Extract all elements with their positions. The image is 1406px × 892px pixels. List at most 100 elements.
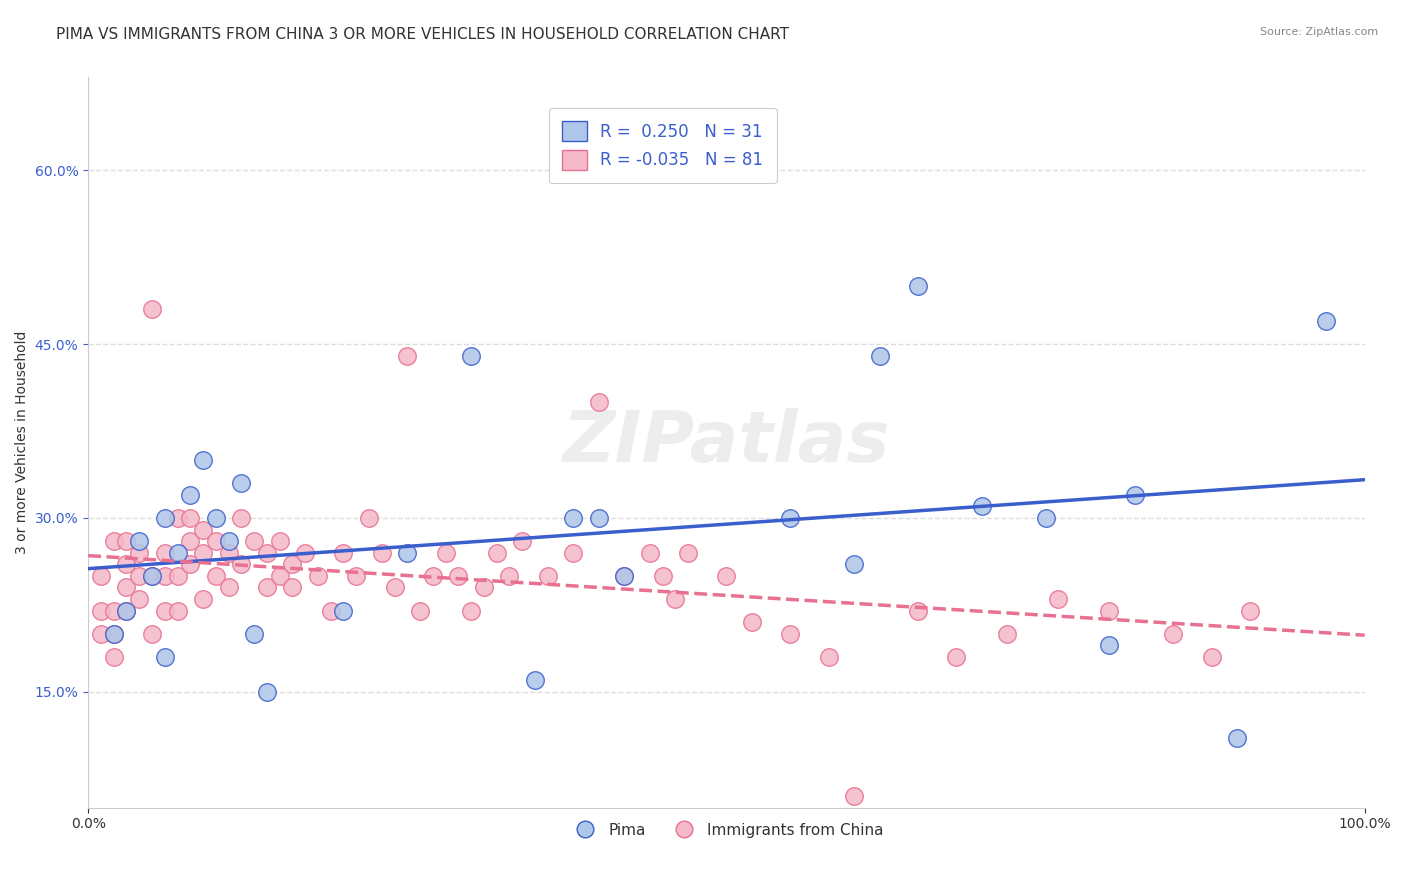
Point [141,569,163,583]
Point [191,523,214,537]
Point [294,546,316,560]
Point [153,604,176,618]
Point [191,592,214,607]
Point [166,604,188,618]
Point [256,546,278,560]
Point [256,685,278,699]
Point [141,569,163,583]
Point [562,511,585,525]
Point [103,627,125,641]
Point [191,453,214,467]
Point [523,673,546,688]
Point [269,534,291,549]
Text: PIMA VS IMMIGRANTS FROM CHINA 3 OR MORE VEHICLES IN HOUSEHOLD CORRELATION CHART: PIMA VS IMMIGRANTS FROM CHINA 3 OR MORE … [56,27,789,42]
Point [460,604,482,618]
Point [588,395,610,409]
Point [153,569,176,583]
Point [510,534,533,549]
Point [231,511,253,525]
Y-axis label: 3 or more Vehicles in Household: 3 or more Vehicles in Household [15,331,30,554]
Point [664,592,686,607]
Point [907,604,929,618]
Point [869,349,891,363]
Point [90,569,112,583]
Point [907,279,929,293]
Point [153,650,176,665]
Point [115,604,138,618]
Point [842,789,865,804]
Point [179,534,201,549]
Point [676,546,699,560]
Point [179,558,201,572]
Point [995,627,1018,641]
Point [422,569,444,583]
Point [243,627,266,641]
Point [281,581,304,595]
Point [179,511,201,525]
Point [1098,604,1121,618]
Point [1201,650,1223,665]
Point [447,569,470,583]
Point [115,534,138,549]
Point [103,534,125,549]
Point [741,615,763,630]
Point [460,349,482,363]
Point [218,546,240,560]
Point [1098,639,1121,653]
Point [562,546,585,560]
Point [384,581,406,595]
Point [153,511,176,525]
Point [128,546,150,560]
Text: Source: ZipAtlas.com: Source: ZipAtlas.com [1260,27,1378,37]
Point [371,546,394,560]
Point [204,534,226,549]
Point [842,558,865,572]
Point [779,511,801,525]
Point [115,581,138,595]
Point [332,604,354,618]
Point [1315,314,1337,328]
Point [537,569,560,583]
Point [1047,592,1070,607]
Point [218,581,240,595]
Point [141,627,163,641]
Point [115,558,138,572]
Point [1035,511,1057,525]
Point [128,569,150,583]
Point [472,581,495,595]
Point [396,349,419,363]
Point [613,569,636,583]
Point [256,581,278,595]
Point [115,604,138,618]
Point [103,604,125,618]
Point [344,569,367,583]
Point [307,569,329,583]
Point [179,488,201,502]
Point [204,511,226,525]
Point [1161,627,1184,641]
Point [166,511,188,525]
Point [90,604,112,618]
Point [204,569,226,583]
Point [1226,731,1249,746]
Point [434,546,457,560]
Point [103,627,125,641]
Point [153,546,176,560]
Point [1123,488,1146,502]
Point [396,546,419,560]
Point [357,511,380,525]
Point [716,569,738,583]
Point [191,546,214,560]
Point [269,569,291,583]
Point [817,650,839,665]
Point [332,546,354,560]
Point [218,534,240,549]
Legend: Pima, Immigrants from China: Pima, Immigrants from China [564,817,889,844]
Point [166,569,188,583]
Point [166,546,188,560]
Point [128,592,150,607]
Point [231,476,253,491]
Point [651,569,673,583]
Point [281,558,304,572]
Point [638,546,661,560]
